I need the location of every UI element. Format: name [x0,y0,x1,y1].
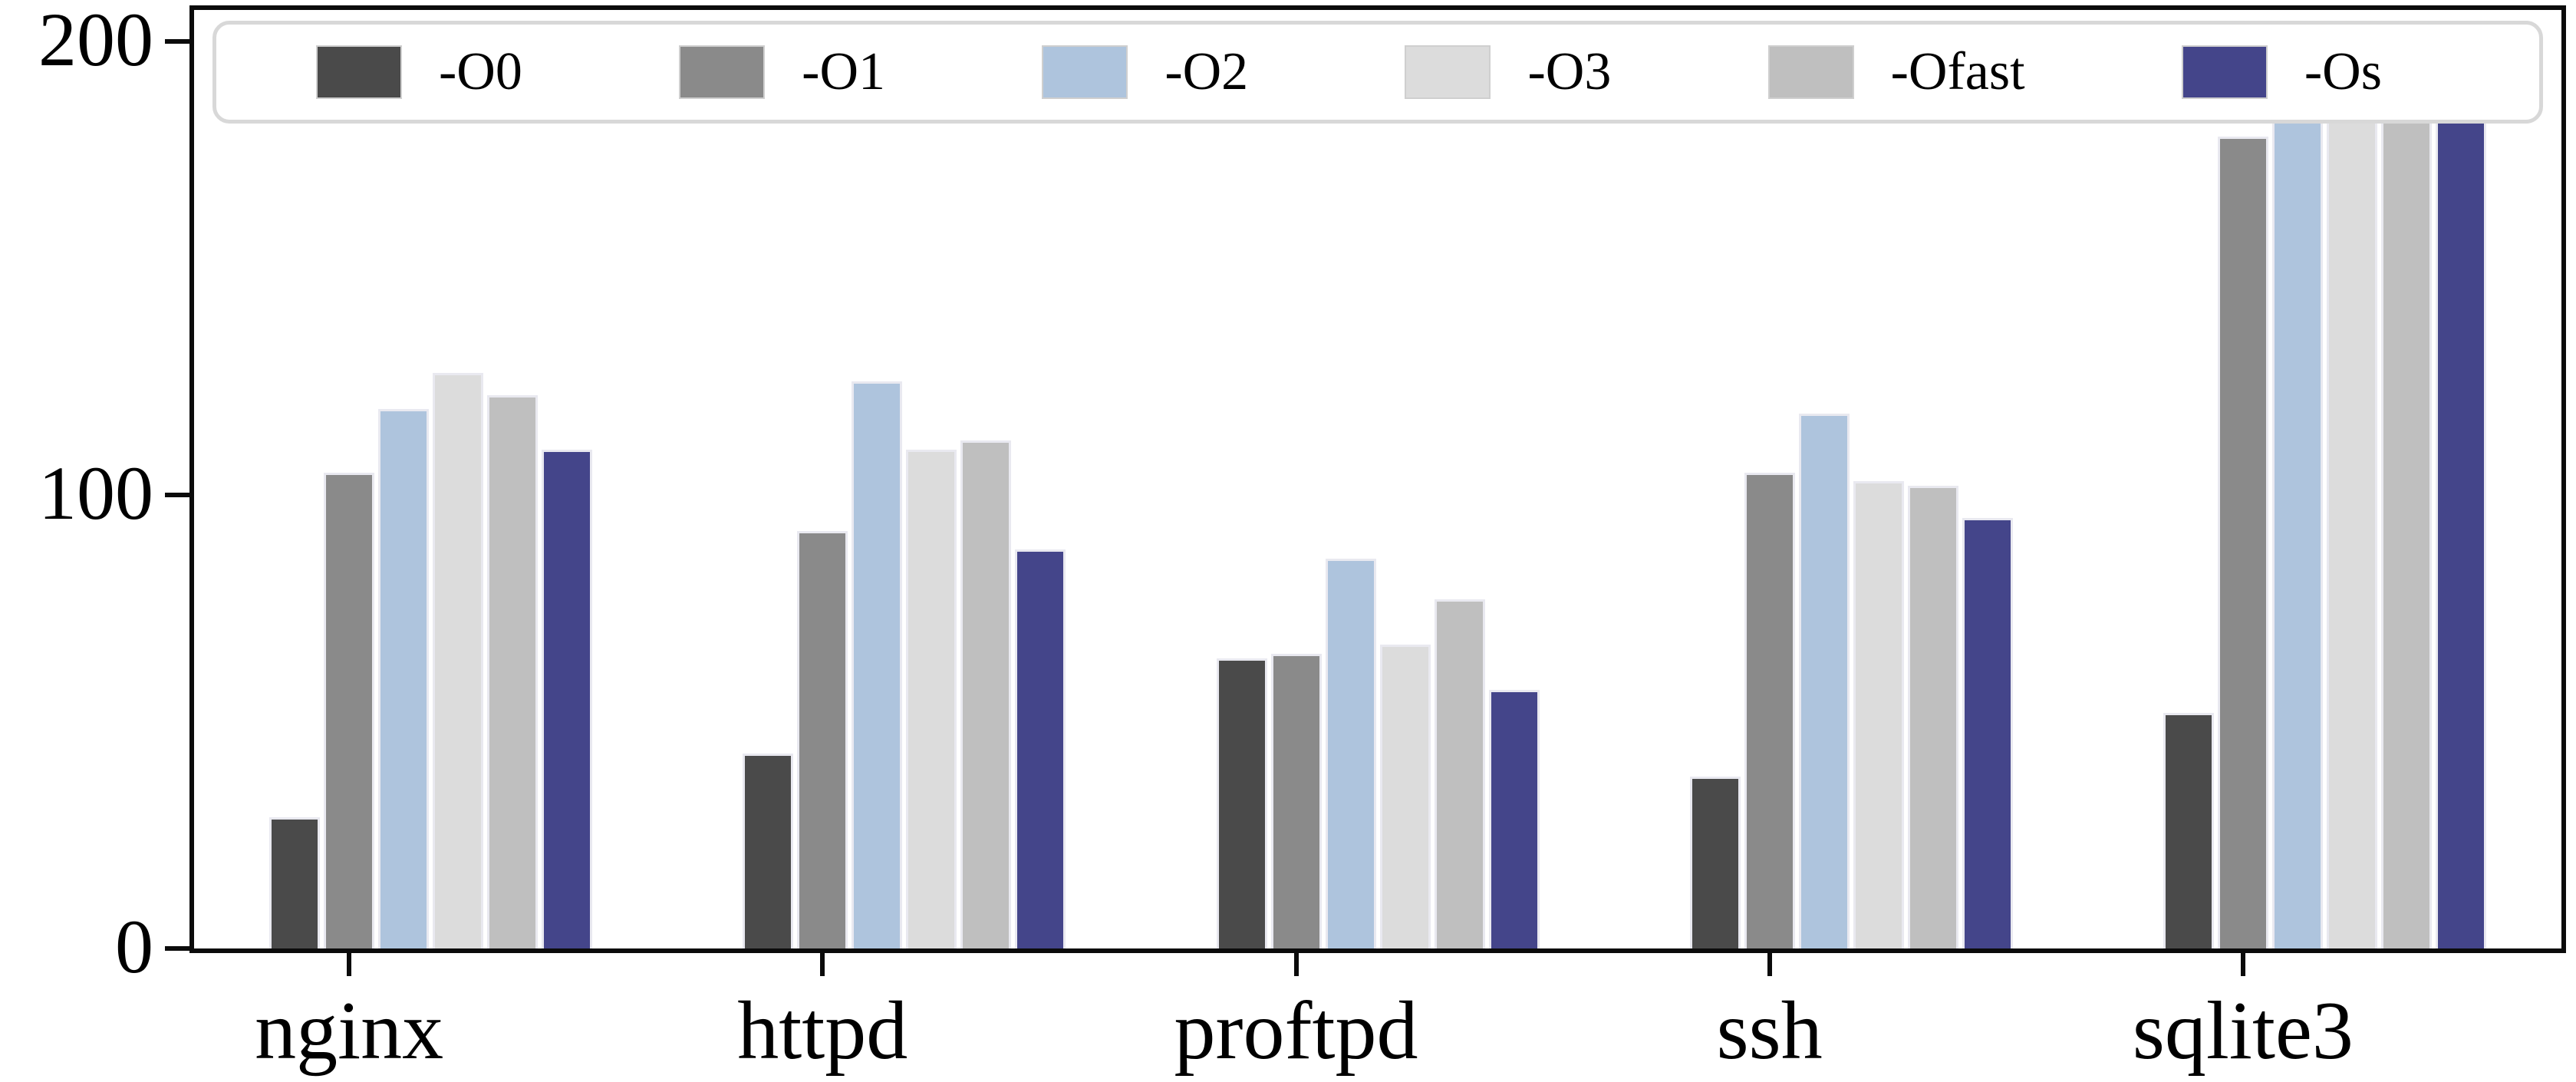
legend-item-ofast: -Ofast [1767,42,2025,101]
bar-group-ssh [1615,10,2088,948]
bar-nginx-o0 [269,816,321,948]
plot-area: -O0 -O1 -O2 -O3 -Ofast -Os [189,5,2566,953]
bar-sqlite3-o3 [2326,68,2377,948]
bar-ssh-os [1962,517,2013,948]
bar-nginx-os [542,450,593,948]
bar-sqlite3-o1 [2217,137,2268,948]
x-tick-label-proftpd: proftpd [1174,985,1418,1077]
legend-label: -O1 [802,42,886,101]
bar-httpd-o2 [852,381,903,948]
legend-swatch-o3 [1405,45,1491,99]
y-tick-label-200: 200 [38,0,153,83]
bar-sqlite3-os [2435,118,2486,948]
legend: -O0 -O1 -O2 -O3 -Ofast -Os [212,21,2543,124]
legend-swatch-o0 [316,45,402,99]
bar-ssh-o3 [1853,481,1904,948]
bar-group-proftpd [1141,10,1614,948]
x-tick-label-sqlite3: sqlite3 [2132,985,2354,1077]
bar-proftpd-ofast [1434,599,1485,948]
bar-proftpd-o2 [1325,558,1376,948]
y-tick-mark-100 [165,493,189,498]
bar-httpd-os [1015,549,1066,948]
legend-item-o0: -O0 [316,45,522,99]
bar-ssh-o2 [1798,413,1850,948]
bar-httpd-o1 [797,531,848,948]
bar-group-nginx [194,10,667,948]
bar-httpd-o0 [743,753,794,948]
bar-proftpd-o0 [1216,658,1267,948]
x-tick-mark-ssh [1767,953,1772,976]
bar-nginx-o1 [324,472,375,948]
legend-label: -Os [2304,42,2382,101]
legend-swatch-o1 [679,45,766,99]
bar-nginx-o3 [433,372,484,948]
x-tick-label-nginx: nginx [255,985,444,1077]
bars-container [194,10,2561,948]
bar-sqlite3-ofast [2380,46,2432,948]
legend-item-o2: -O2 [1042,45,1248,99]
legend-label: -O3 [1527,42,1612,101]
legend-label: -O2 [1164,42,1249,101]
x-tick-mark-httpd [820,953,825,976]
bar-ssh-ofast [1907,486,1958,948]
bar-group-httpd [667,10,1141,948]
bar-sqlite3-o0 [2163,712,2214,948]
x-tick-mark-proftpd [1293,953,1299,976]
bar-ssh-o1 [1744,472,1795,948]
bar-group-sqlite3 [2088,10,2561,948]
bar-nginx-ofast [487,395,539,948]
legend-item-o3: -O3 [1405,45,1611,99]
bar-proftpd-o1 [1270,653,1322,948]
bar-sqlite3-o2 [2271,101,2323,948]
legend-swatch-os [2181,45,2268,99]
x-tick-mark-sqlite3 [2240,953,2245,976]
x-tick-label-ssh: ssh [1716,985,1823,1077]
x-tick-label-httpd: httpd [737,985,908,1077]
legend-label: -Ofast [1890,42,2025,101]
y-tick-label-0: 0 [115,904,153,989]
bar-httpd-o3 [906,450,957,948]
bar-nginx-o2 [378,408,430,948]
y-tick-mark-200 [165,39,189,45]
bar-ssh-o0 [1689,776,1741,948]
bar-proftpd-o3 [1379,645,1431,948]
legend-swatch-ofast [1767,45,1854,99]
y-tick-mark-0 [165,946,189,951]
legend-swatch-o2 [1042,45,1128,99]
y-tick-label-100: 100 [38,450,153,536]
bar-httpd-ofast [960,440,1012,948]
legend-item-os: -Os [2181,42,2382,101]
x-tick-mark-nginx [347,953,352,976]
bar-proftpd-os [1488,690,1540,948]
legend-label: -O0 [439,42,522,101]
legend-item-o1: -O1 [679,45,885,99]
